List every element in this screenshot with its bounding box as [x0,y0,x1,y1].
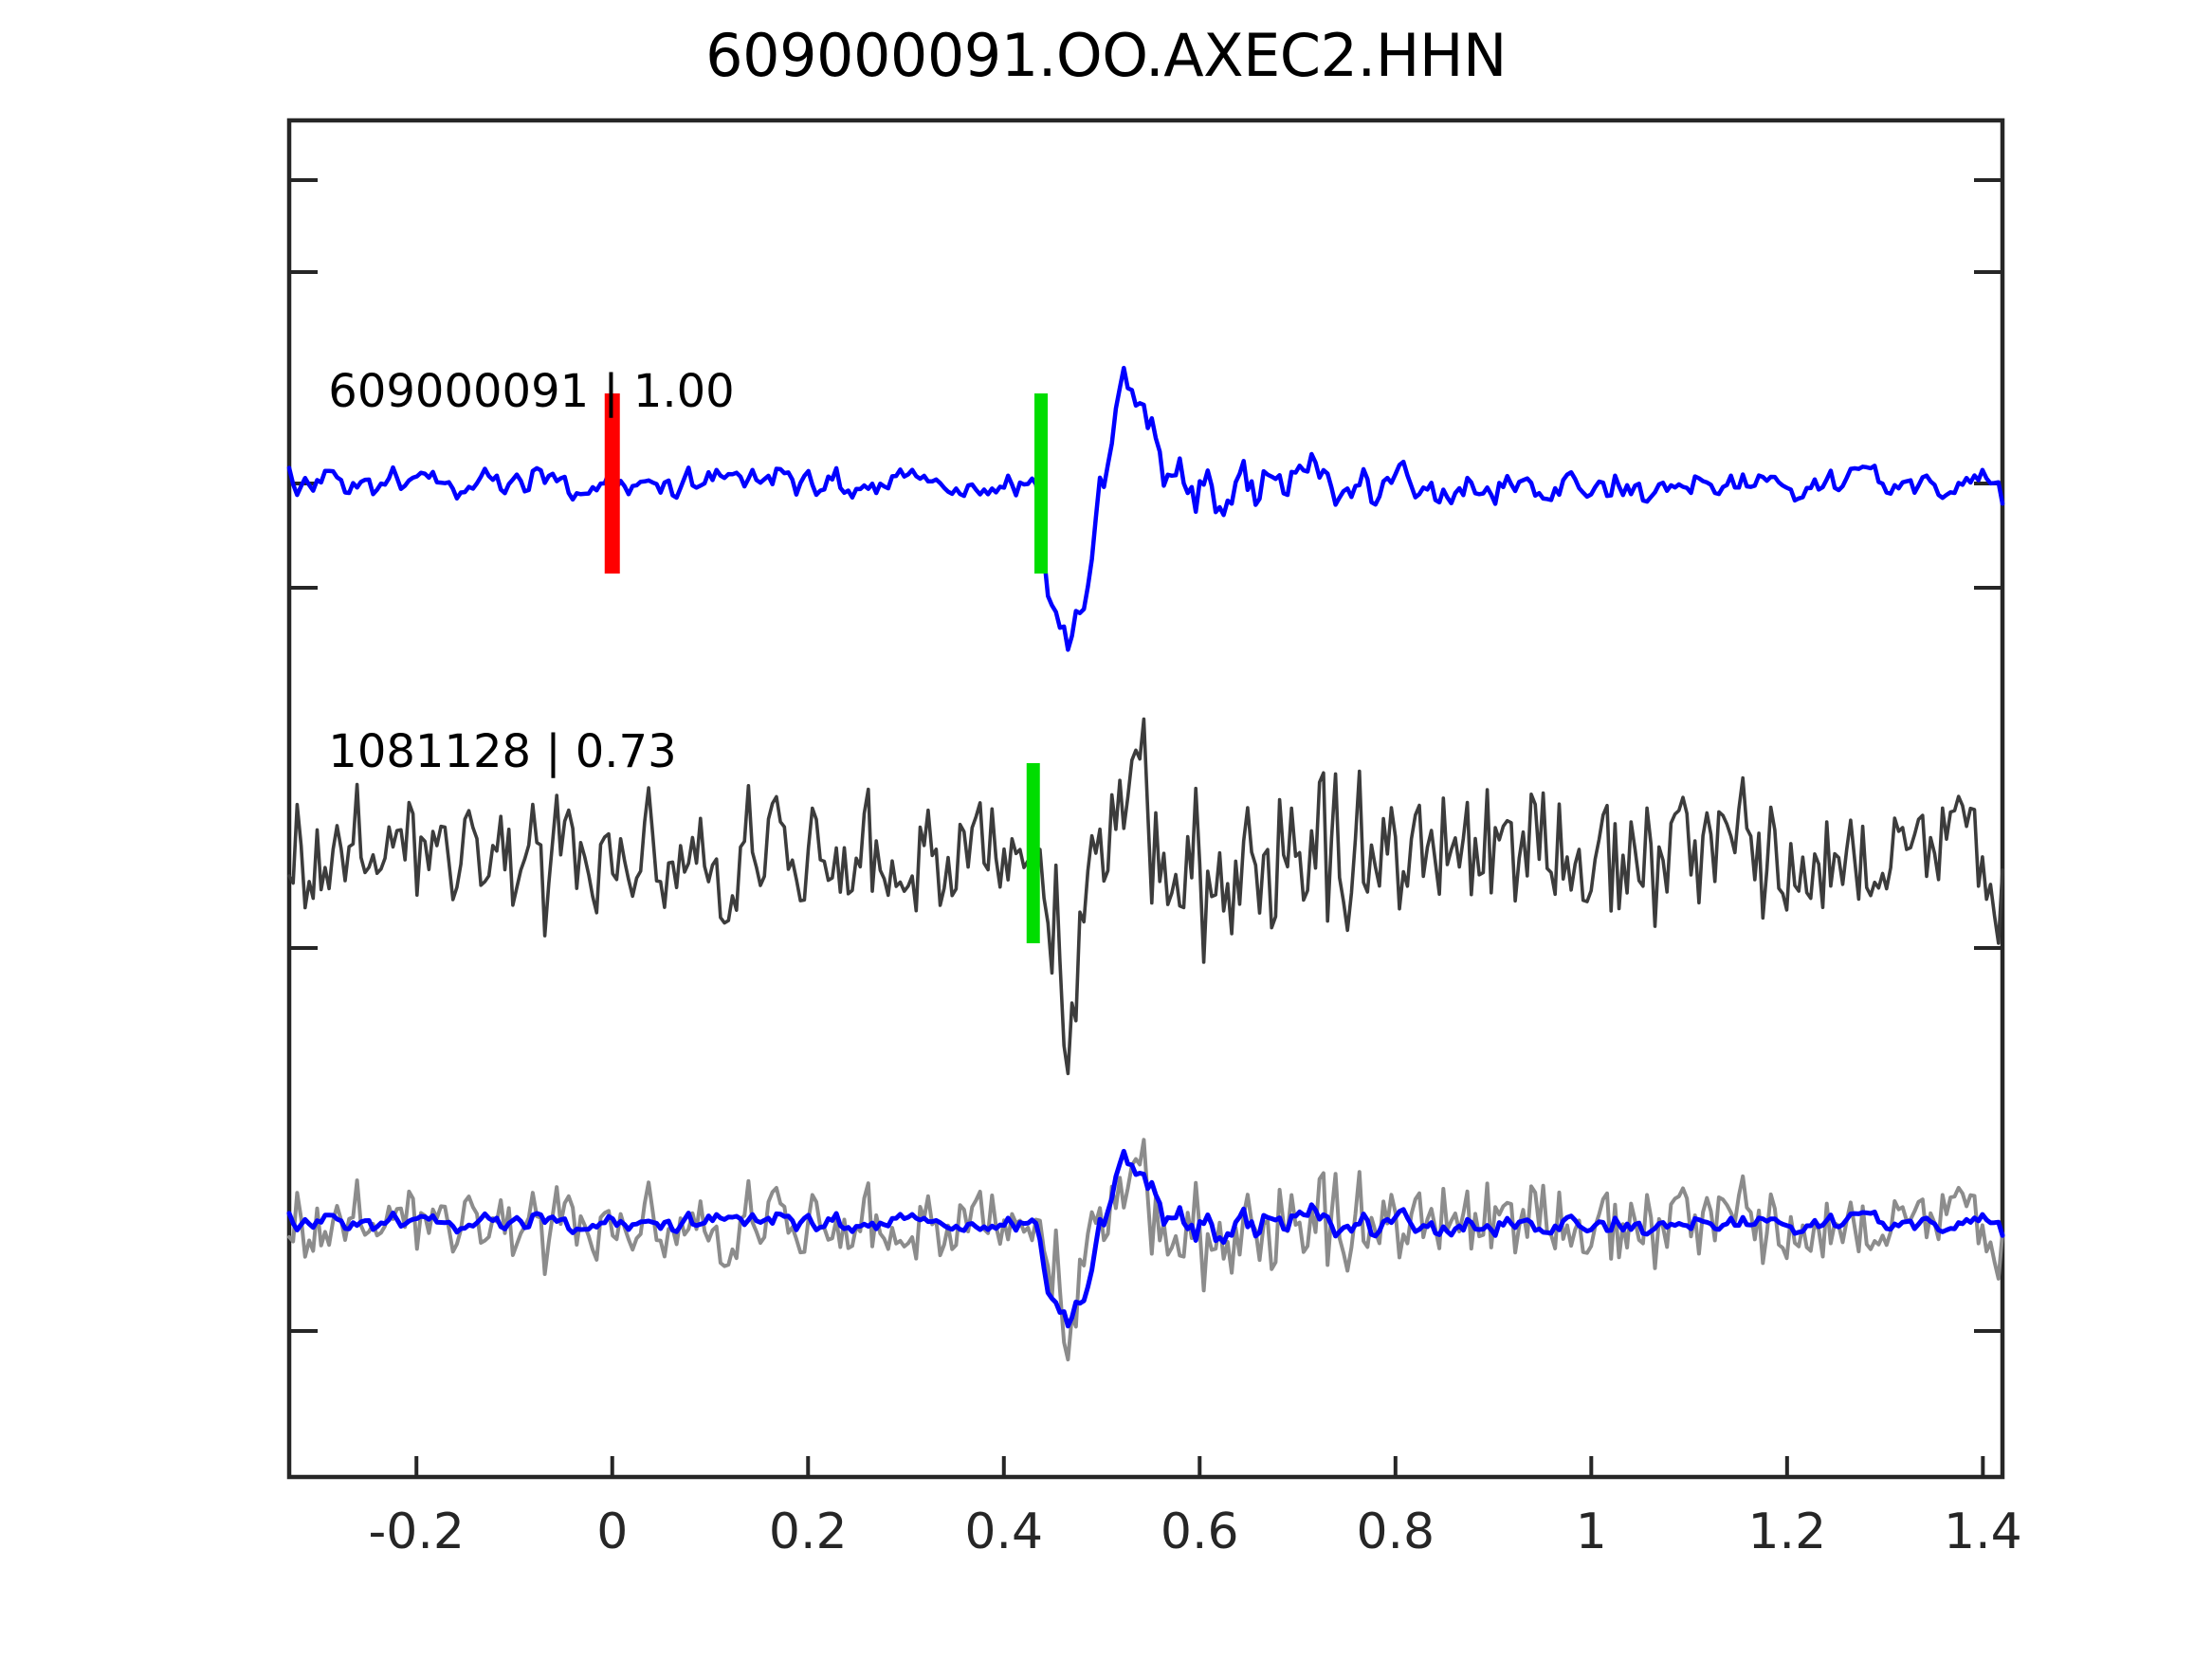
axes-frame [286,118,2005,1480]
overlay-waveform-detection [287,1138,2004,1362]
waveform-template-609000091 [286,365,2005,652]
x-tick-label-7: 1.2 [1747,1504,1827,1560]
overlay-waveform-template [286,1148,2005,1329]
x-tick-label-2: 0.2 [768,1504,848,1560]
x-tick-label-8: 1.4 [1943,1504,2022,1560]
trace-2-label: 1081128 | 0.73 [328,725,677,778]
x-tick-label-3: 0.4 [964,1504,1044,1560]
x-tick-label-6: 1 [1575,1504,1607,1560]
x-tick-label-1: 0 [596,1504,629,1560]
x-tick-label-0: -0.2 [368,1504,465,1560]
x-tick-label-4: 0.6 [1160,1504,1239,1560]
trace-1-label: 609000091 | 1.00 [328,365,735,418]
x-tick-label-5: 0.8 [1356,1504,1435,1560]
waveform-detection-1081128 [287,717,2004,1076]
page-title: 609000091.OO.AXEC2.HHN [705,21,1507,90]
